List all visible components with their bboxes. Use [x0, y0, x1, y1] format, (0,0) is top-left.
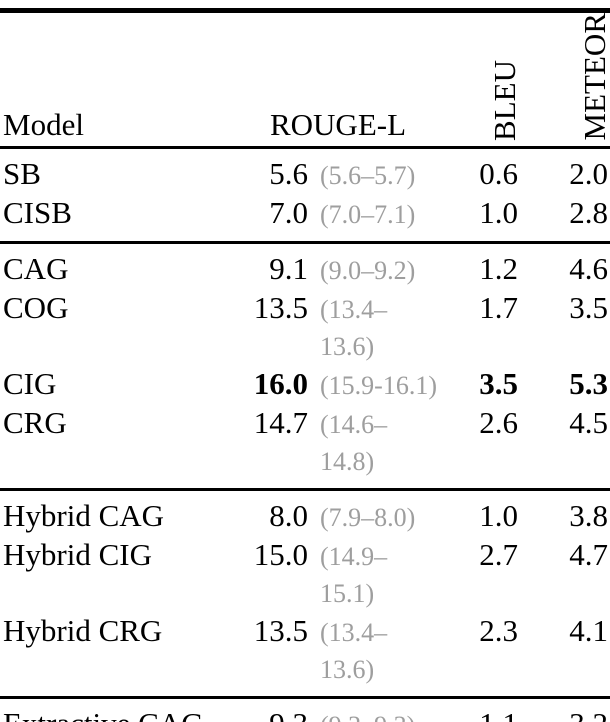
rouge-cell: 14.7	[253, 405, 308, 441]
model-cell: COG	[3, 290, 69, 326]
bleu-cell: 1.2	[479, 251, 519, 287]
model-cell: CRG	[3, 405, 67, 441]
rouge-ci-cell: (14.6–14.8)	[320, 410, 388, 477]
rouge-ci-cell: (7.0–7.1)	[320, 200, 416, 230]
rouge-ci-cell: (5.6–5.7)	[320, 161, 416, 191]
rouge-cell: 9.3	[236, 698, 308, 722]
header-meteor: METEOR	[520, 11, 610, 148]
table-row: CISB 7.0 (7.0–7.1) 1.0 2.8	[0, 194, 610, 243]
header-row: Model ROUGE-L BLEU METEOR	[0, 11, 610, 148]
model-cell: CISB	[3, 195, 72, 231]
meteor-cell: 3.8	[569, 498, 609, 534]
table-row: SB 5.6 (5.6–5.7) 0.6 2.0	[0, 148, 610, 195]
rouge-cell: 5.6	[269, 156, 308, 192]
bleu-cell: 1.7	[479, 290, 519, 326]
meteor-cell: 2.8	[569, 195, 609, 231]
rouge-ci-cell: (13.4–13.6)	[320, 618, 388, 685]
rouge-cell: 16.0	[253, 366, 308, 402]
model-cell: CAG	[3, 251, 69, 287]
bleu-cell: 0.6	[479, 156, 519, 192]
bleu-cell: 1.1	[440, 698, 520, 722]
table-row: COG 13.5 (13.4–13.6) 1.7 3.5	[0, 289, 610, 365]
header-bleu-rotated-label: BLEU	[487, 59, 523, 141]
rouge-ci-cell: (13.4–13.6)	[320, 295, 388, 362]
model-cell: Hybrid CRG	[3, 613, 163, 649]
model-cell: Hybrid CIG	[3, 537, 152, 573]
rouge-ci-cell: (14.9–15.1)	[320, 542, 388, 609]
model-cell: CIG	[3, 366, 57, 402]
group-extractive: Extractive CAG 9.3 (9.2–9.3) 1.1 3.2 Ext…	[0, 697, 610, 722]
rouge-cell: 13.5	[253, 290, 308, 326]
model-cell: SB	[3, 156, 41, 192]
meteor-cell: 4.1	[569, 613, 609, 649]
bleu-cell: 1.0	[479, 195, 519, 231]
table-row: CAG 9.1 (9.0–9.2) 1.2 4.6	[0, 243, 610, 290]
bleu-cell: 2.6	[479, 405, 519, 441]
table-row-best: CIG 16.0 (15.9-16.1) 3.5 5.3	[0, 365, 610, 404]
table-row: Extractive CAG 9.3 (9.2–9.3) 1.1 3.2	[0, 698, 610, 722]
meteor-cell: 2.0	[569, 156, 609, 192]
table-header: Model ROUGE-L BLEU METEOR	[0, 11, 610, 148]
model-cell: Extractive CAG	[0, 698, 236, 722]
model-cell: Hybrid CAG	[3, 498, 165, 534]
meteor-cell: 4.7	[569, 537, 609, 573]
bleu-cell: 2.7	[479, 537, 519, 573]
header-meteor-rotated-label: METEOR	[577, 13, 610, 141]
meteor-cell: 3.2	[520, 698, 610, 722]
rouge-cell: 13.5	[253, 613, 308, 649]
table-row: Hybrid CAG 8.0 (7.9–8.0) 1.0 3.8	[0, 490, 610, 537]
rouge-cell: 8.0	[269, 498, 308, 534]
group-hybrid: Hybrid CAG 8.0 (7.9–8.0) 1.0 3.8 Hybrid …	[0, 489, 610, 698]
meteor-cell: 3.5	[569, 290, 609, 326]
rouge-cell: 15.0	[253, 537, 308, 573]
meteor-cell: 4.6	[569, 251, 609, 287]
group-generative: CAG 9.1 (9.0–9.2) 1.2 4.6 COG 13.5 (13.4…	[0, 242, 610, 490]
bleu-cell: 3.5	[479, 366, 519, 402]
table-row: Hybrid CIG 15.0 (14.9–15.1) 2.7 4.7	[0, 536, 610, 612]
rouge-ci-cell: (9.0–9.2)	[320, 256, 416, 286]
bleu-cell: 1.0	[479, 498, 519, 534]
rouge-ci-cell: (9.2–9.3)	[308, 698, 440, 722]
header-model: Model	[3, 107, 84, 143]
rouge-cell: 7.0	[269, 195, 308, 231]
table-row: Hybrid CRG 13.5 (13.4–13.6) 2.3 4.1	[0, 612, 610, 698]
header-rouge-l: ROUGE-L	[269, 107, 407, 143]
bleu-cell: 2.3	[479, 613, 519, 649]
meteor-cell: 5.3	[569, 366, 609, 402]
group-baselines: SB 5.6 (5.6–5.7) 0.6 2.0 CISB 7.0 (7.0–7…	[0, 148, 610, 243]
rouge-ci-cell: (15.9-16.1)	[320, 371, 437, 401]
meteor-cell: 4.5	[569, 405, 609, 441]
rouge-ci-cell: (7.9–8.0)	[320, 503, 416, 533]
results-table: Model ROUGE-L BLEU METEOR SB 5.6 (5.6–5.…	[0, 8, 610, 722]
rouge-cell: 9.1	[269, 251, 308, 287]
table-row: CRG 14.7 (14.6–14.8) 2.6 4.5	[0, 404, 610, 490]
header-bleu: BLEU	[440, 11, 523, 148]
